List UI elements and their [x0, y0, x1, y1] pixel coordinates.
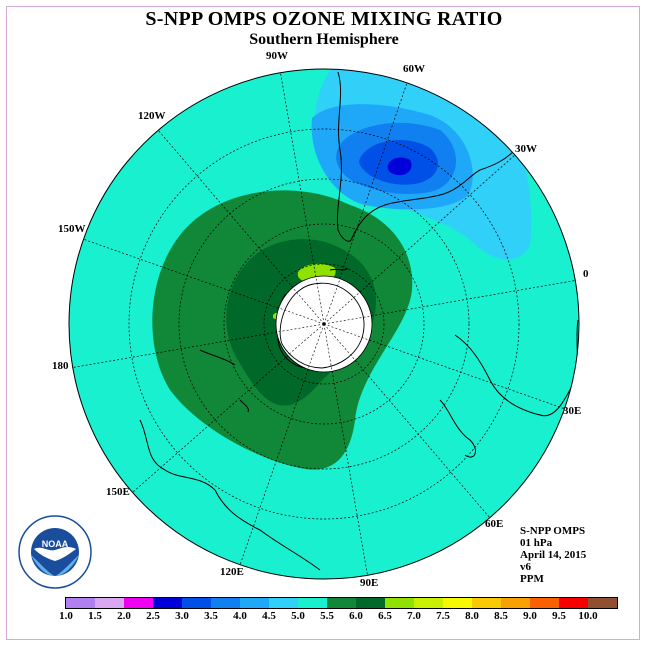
- colorbar-tick-label: 3.5: [204, 610, 218, 622]
- colorbar-cell: [530, 598, 559, 608]
- instrument-label: S-NPP OMPS: [520, 525, 586, 537]
- colorbar-cell: [472, 598, 501, 608]
- noaa-logo-text: NOAA: [42, 539, 69, 549]
- colorbar-tick-label: 4.5: [262, 610, 276, 622]
- colorbar-cell: [153, 598, 182, 608]
- colorbar-tick-label: 4.0: [233, 610, 247, 622]
- colorbar-cell: [414, 598, 443, 608]
- colorbar-tick-label: 8.5: [494, 610, 508, 622]
- south-pole-marker: [322, 322, 326, 326]
- colorbar-tick-label: 6.0: [349, 610, 363, 622]
- colorbar-tick-label: 5.0: [291, 610, 305, 622]
- colorbar-cell: [124, 598, 153, 608]
- colorbar-tick-label: 9.5: [552, 610, 566, 622]
- colorbar-tick-label: 9.0: [523, 610, 537, 622]
- lon-label-180: 180: [52, 360, 69, 372]
- colorbar: [65, 597, 618, 609]
- colorbar-tick-label: 7.5: [436, 610, 450, 622]
- colorbar-tick-label: 2.5: [146, 610, 160, 622]
- lon-label-150w: 150W: [58, 223, 86, 235]
- lon-label-0: 0: [583, 268, 589, 280]
- colorbar-cell: [327, 598, 356, 608]
- antarctica-coast: [279, 282, 365, 369]
- version-label: v6: [520, 561, 531, 573]
- noaa-logo: NOAA: [18, 515, 92, 589]
- colorbar-tick-label: 8.0: [465, 610, 479, 622]
- colorbar-cell: [95, 598, 124, 608]
- colorbar-tick-label: 3.0: [175, 610, 189, 622]
- colorbar-tick-label: 7.0: [407, 610, 421, 622]
- graticule: [69, 69, 579, 579]
- colorbar-tick-label: 6.5: [378, 610, 392, 622]
- lon-label-90w: 90W: [266, 50, 288, 62]
- colorbar-cell: [269, 598, 298, 608]
- date-label: April 14, 2015: [520, 549, 587, 561]
- colorbar-cell: [559, 598, 588, 608]
- lon-label-60w: 60W: [403, 63, 425, 75]
- lon-label-30w: 30W: [515, 143, 537, 155]
- map-title: S-NPP OMPS OZONE MIXING RATIO: [145, 8, 503, 30]
- lon-label-90e: 90E: [360, 577, 379, 589]
- colorbar-tick-label: 1.5: [88, 610, 102, 622]
- lon-label-150e: 150E: [106, 486, 130, 498]
- colorbar-cell: [443, 598, 472, 608]
- colorbar-cell: [298, 598, 327, 608]
- field-low-min: [387, 157, 412, 176]
- info-block: S-NPP OMPS 01 hPa April 14, 2015 v6 PPM: [520, 525, 586, 585]
- map-boundary: [68, 68, 580, 580]
- colorbar-cell: [182, 598, 211, 608]
- units-label: PPM: [520, 573, 544, 585]
- colorbar-tick-label: 2.0: [117, 610, 131, 622]
- colorbar-cell: [385, 598, 414, 608]
- map-subtitle: Southern Hemisphere: [249, 31, 399, 48]
- lon-label-60e: 60E: [485, 518, 504, 530]
- lon-label-120e: 120E: [220, 566, 244, 578]
- colorbar-tick-label: 5.5: [320, 610, 334, 622]
- colorbar-cell: [588, 598, 617, 608]
- plot-frame: [6, 6, 640, 640]
- colorbar-tick-label: 1.0: [59, 610, 73, 622]
- colorbar-tick-label: 10.0: [578, 610, 598, 622]
- colorbar-cell: [501, 598, 530, 608]
- pressure-level-label: 01 hPa: [520, 537, 553, 549]
- colorbar-cell: [356, 598, 385, 608]
- lon-label-30e: 30E: [563, 405, 582, 417]
- colorbar-cell: [211, 598, 240, 608]
- colorbar-cell: [240, 598, 269, 608]
- lon-label-120w: 120W: [138, 110, 166, 122]
- colorbar-cell: [66, 598, 95, 608]
